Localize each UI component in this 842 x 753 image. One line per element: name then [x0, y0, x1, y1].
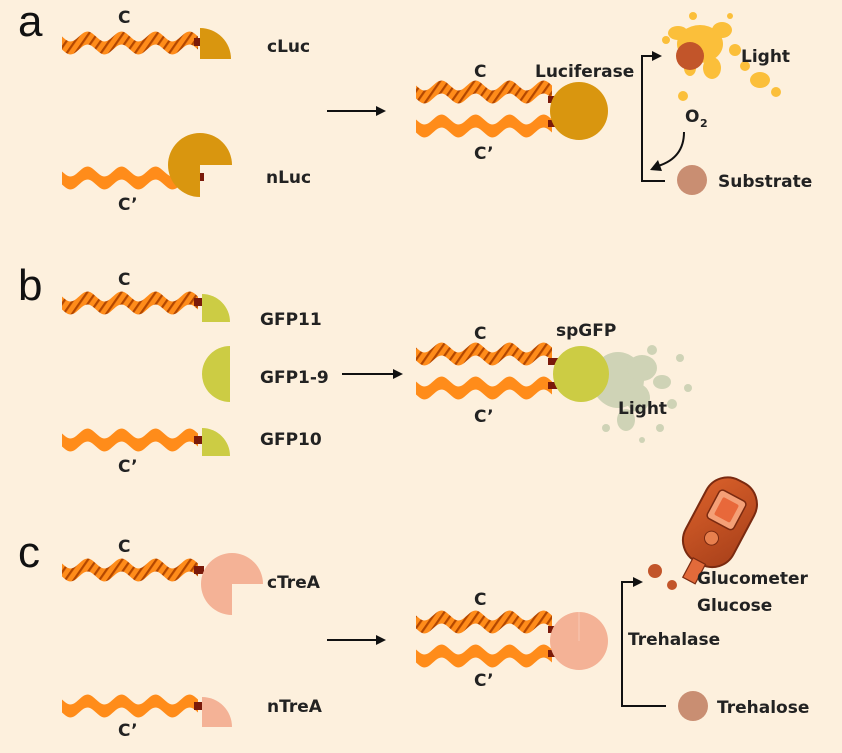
coil-b-top [62, 291, 198, 315]
substrate-label: Substrate [718, 172, 812, 192]
gfp11-label: GFP11 [260, 310, 322, 330]
coil-a-top-label: C [118, 8, 130, 28]
arrow-c-head [376, 635, 386, 645]
glucometer-icon [681, 476, 758, 585]
coil-b-bottom-label: C’ [118, 457, 138, 477]
ctrea-label: cTreA [267, 573, 321, 593]
complex-b-top-label: C [474, 324, 486, 344]
luciferase-label: Luciferase [535, 62, 634, 82]
arrow-b-head [393, 369, 403, 379]
cluc-label: cLuc [267, 37, 310, 57]
panel-a: a C cLuc C’ nLuc C C’ Luciferase [18, 0, 812, 215]
coil-b-bottom [62, 428, 198, 452]
glucometer-label: Glucometer [697, 569, 809, 589]
linker-c-top [194, 566, 204, 574]
spgfp-protein [553, 346, 609, 402]
spgfp-label: spGFP [556, 321, 616, 341]
light-label-a: Light [741, 47, 790, 67]
panel-c-label: c [18, 528, 40, 577]
glucose-dot-1 [648, 564, 662, 578]
substrate-dot-a [677, 165, 707, 195]
complex-a-coil-bottom [416, 114, 552, 138]
complex-b-coil-top [416, 342, 552, 366]
light-label-b: Light [618, 399, 667, 419]
nluc-fragment [168, 133, 232, 197]
ntrea-fragment [202, 697, 232, 727]
gfp10-label: GFP10 [260, 430, 322, 450]
cycle-a-line [641, 55, 665, 182]
ctrea-fragment [201, 553, 263, 615]
cycle-c-line [621, 581, 666, 707]
product-dot-a [676, 42, 704, 70]
complex-b-bottom-label: C’ [474, 407, 494, 427]
linker-c-bottom [194, 702, 204, 710]
light-glow-b [592, 345, 692, 443]
trehalase-label: Trehalase [628, 630, 720, 650]
o2-subscript: 2 [700, 117, 708, 130]
coil-c-bottom [62, 694, 198, 718]
coil-c-bottom-label: C’ [118, 721, 138, 741]
o2-curve-head [650, 160, 662, 171]
linker-a-top [194, 38, 204, 46]
trehalose-dot [678, 691, 708, 721]
glucose-dot-2 [667, 580, 677, 590]
complex-c-top-label: C [474, 590, 486, 610]
coil-c-top-label: C [118, 537, 130, 557]
trehalose-label: Trehalose [717, 698, 809, 718]
complex-a-bottom-label: C’ [474, 144, 494, 164]
glucose-label: Glucose [697, 596, 772, 616]
complex-b-coil-bottom [416, 376, 552, 400]
cluc-fragment [200, 28, 231, 59]
gfp1-9-label: GFP1-9 [260, 368, 329, 388]
linker-b-bottom [194, 436, 204, 444]
complex-a-top-label: C [474, 62, 486, 82]
gfp1-9-fragment [202, 346, 230, 402]
o2-label: O [685, 107, 699, 127]
complex-c-coil-top [416, 610, 552, 634]
arrow-a-head [376, 106, 386, 116]
gfp10-fragment [202, 428, 230, 456]
panel-b: b C GFP11 GFP1-9 C’ GFP10 [18, 261, 692, 477]
ntrea-label: nTreA [267, 697, 323, 717]
coil-a-top [62, 31, 198, 55]
complex-c-coil-bottom [416, 644, 552, 668]
panel-b-label: b [18, 261, 42, 310]
coil-b-top-label: C [118, 270, 130, 290]
linker-b-top [194, 298, 204, 306]
coil-c-top [62, 558, 198, 582]
complex-c-bottom-label: C’ [474, 671, 494, 691]
panel-a-label: a [18, 0, 43, 46]
complex-a-coil-top [416, 80, 552, 104]
gfp11-fragment [202, 294, 230, 322]
complex-b-linker-top [548, 358, 558, 365]
nluc-label: nLuc [266, 168, 311, 188]
coil-a-bottom-label: C’ [118, 195, 138, 215]
complex-b-linker-bottom [548, 382, 558, 389]
o2-curve [657, 131, 685, 167]
panel-c: c C cTreA C’ nTreA C C’ Trehalase [18, 476, 809, 741]
cycle-a-head [652, 51, 662, 61]
cycle-c-head [633, 577, 643, 587]
coil-a-bottom [62, 166, 198, 190]
luciferase-enzyme [550, 82, 608, 140]
